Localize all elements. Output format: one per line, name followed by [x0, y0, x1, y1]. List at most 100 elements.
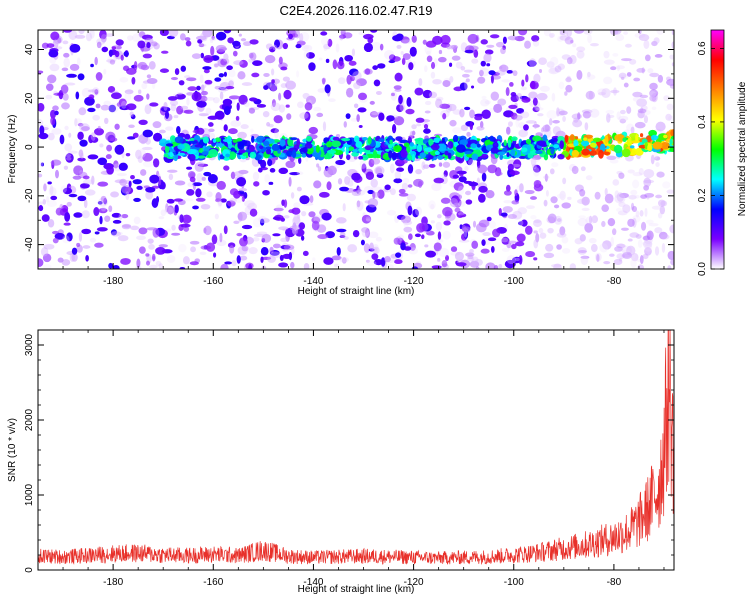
heatmap-cell	[54, 110, 59, 116]
heatmap-cell	[651, 41, 658, 47]
heatmap-cell	[393, 85, 402, 90]
heatmap-signal-cell	[621, 148, 631, 158]
heatmap-cell	[442, 80, 451, 88]
heatmap-signal-cell	[222, 138, 233, 143]
heatmap-cell	[514, 189, 518, 196]
heatmap-cell	[214, 213, 219, 220]
heatmap-cell	[38, 205, 44, 212]
heatmap-cell	[241, 195, 245, 202]
heatmap-cell	[293, 202, 301, 209]
heatmap-cell	[411, 124, 417, 130]
heatmap-cell	[303, 45, 310, 50]
heatmap-cell	[110, 229, 118, 236]
heatmap-signal-cell	[490, 147, 499, 154]
heatmap-cell	[203, 171, 212, 177]
heatmap-x-tick-label: -120	[404, 276, 424, 287]
heatmap-cell	[659, 205, 666, 215]
heatmap-cell	[261, 233, 272, 243]
heatmap-cell	[656, 171, 665, 178]
heatmap-cell	[214, 63, 219, 68]
heatmap-cell	[285, 160, 296, 169]
colorbar-ticks: 0.0 0.2 0.4 0.6	[697, 41, 724, 276]
heatmap-cell	[642, 241, 653, 246]
heatmap-cell	[533, 220, 541, 224]
heatmap-signal-cell	[169, 135, 176, 143]
heatmap-cell	[63, 52, 70, 58]
heatmap-signal-cell	[378, 138, 385, 143]
heatmap-cell	[214, 85, 222, 90]
heatmap-cell	[594, 191, 601, 200]
heatmap-signal-cell	[169, 151, 174, 157]
heatmap-cell	[465, 199, 473, 205]
heatmap-cell	[285, 80, 297, 90]
heatmap-cell	[651, 205, 663, 210]
heatmap-signal-cell	[326, 141, 333, 148]
heatmap-signal-cell	[351, 151, 359, 157]
colorbar-tick-label: 0.0	[697, 262, 708, 276]
heatmap-cell	[358, 124, 363, 129]
heatmap-cell	[233, 60, 244, 66]
heatmap-cell	[130, 174, 135, 180]
heatmap-signal-cell	[470, 143, 477, 149]
heatmap-cell	[204, 79, 213, 85]
heatmap-cell	[430, 203, 435, 210]
heatmap-cell	[635, 210, 640, 218]
heatmap-cell	[353, 82, 361, 90]
heatmap-cell	[296, 171, 304, 176]
heatmap-cell	[94, 56, 98, 66]
heatmap-signal-cell	[639, 133, 644, 138]
heatmap-cell	[186, 92, 194, 96]
heatmap-cell	[184, 133, 191, 140]
heatmap-cell	[623, 31, 628, 35]
heatmap-cell	[451, 55, 461, 61]
heatmap-signal-cell	[315, 144, 320, 153]
heatmap-cell	[532, 106, 540, 113]
heatmap-cell	[308, 211, 316, 218]
heatmap-cell	[49, 56, 57, 64]
heatmap-cell	[197, 163, 209, 167]
heatmap-cell	[345, 113, 351, 119]
heatmap-cell	[413, 211, 417, 215]
heatmap-cell	[269, 251, 281, 259]
heatmap-cell	[643, 185, 650, 191]
heatmap-cell	[486, 44, 495, 48]
heatmap-cell	[87, 107, 96, 113]
heatmap-cell	[358, 92, 368, 101]
heatmap-cell	[46, 43, 55, 48]
heatmap-cell	[571, 165, 579, 175]
heatmap-cell	[209, 37, 217, 42]
heatmap-cell	[167, 96, 178, 101]
heatmap-cell	[371, 111, 380, 116]
heatmap-cell	[201, 90, 209, 96]
heatmap-cell	[580, 255, 590, 259]
heatmap-cell	[480, 98, 490, 107]
heatmap-cell	[430, 61, 436, 70]
heatmap-cell	[185, 40, 192, 47]
heatmap-cell	[345, 87, 354, 98]
heatmap-cell	[121, 100, 127, 109]
heatmap-signal-cell	[177, 143, 185, 150]
heatmap-cell	[606, 113, 611, 123]
heatmap-cell	[42, 198, 47, 205]
heatmap-signal-cell	[464, 150, 473, 155]
heatmap-cell	[63, 165, 69, 170]
heatmap-signal-cell	[598, 149, 604, 159]
heatmap-cell	[203, 225, 212, 236]
heatmap-cell	[375, 167, 383, 175]
heatmap-cell	[115, 39, 124, 46]
heatmap-cell	[425, 40, 437, 48]
heatmap-cell	[636, 68, 646, 73]
heatmap-cell	[610, 66, 617, 71]
heatmap-cell	[365, 259, 370, 263]
heatmap-cell	[546, 61, 555, 68]
heatmap-cell	[465, 78, 470, 83]
heatmap-cell	[229, 188, 239, 196]
heatmap-cell	[148, 60, 156, 70]
heatmap-cell	[262, 189, 270, 196]
heatmap-cell	[38, 201, 44, 205]
heatmap-signal-cell	[237, 141, 245, 150]
heatmap-cell	[430, 71, 436, 79]
heatmap-signal-cell	[629, 145, 635, 149]
heatmap-cell	[230, 120, 242, 127]
heatmap-cell	[261, 265, 267, 269]
